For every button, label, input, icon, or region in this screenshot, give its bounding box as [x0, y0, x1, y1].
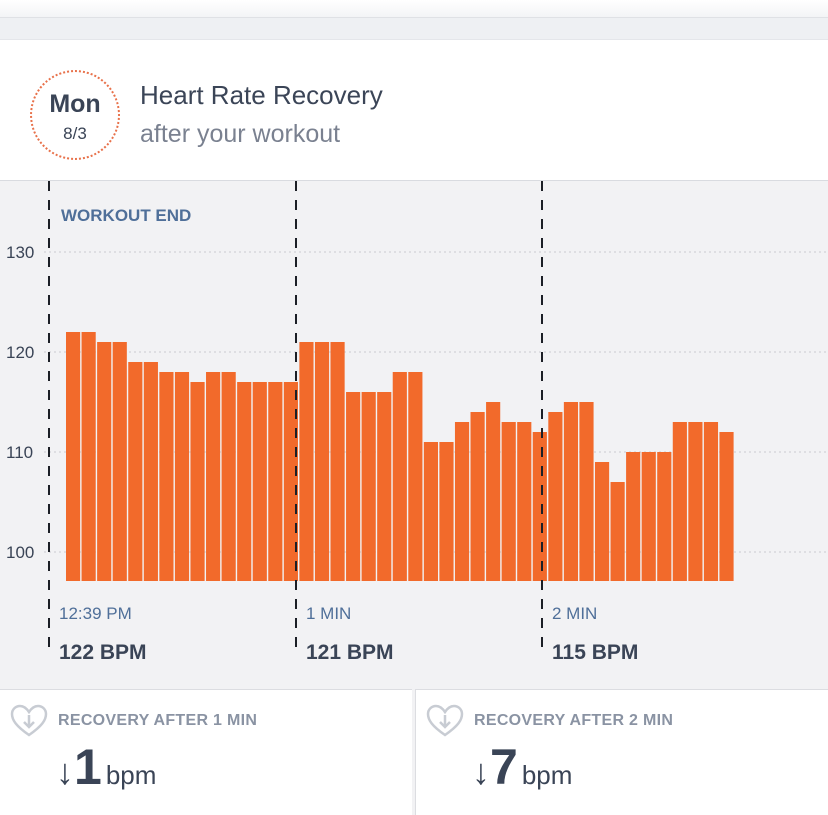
- bar: [143, 362, 158, 581]
- header: Mon 8/3 Heart Rate Recovery after your w…: [0, 40, 828, 181]
- bar: [97, 342, 112, 581]
- bar: [268, 382, 283, 581]
- bar: [283, 382, 298, 581]
- page-title: Heart Rate Recovery: [140, 80, 383, 110]
- bar: [221, 372, 236, 581]
- bar: [159, 372, 174, 581]
- marker-time-label: 12:39 PM: [59, 604, 132, 623]
- bar: [548, 412, 563, 581]
- heart-arrow-icon: [10, 704, 48, 737]
- marker-time-label: 1 MIN: [306, 604, 351, 623]
- bar: [532, 432, 547, 581]
- bar: [206, 372, 221, 581]
- recovery-cards: RECOVERY AFTER 1 MIN ↓1 bpm RECOVERY AFTE…: [0, 689, 828, 815]
- bar: [66, 332, 81, 581]
- down-arrow-icon: ↓: [472, 751, 490, 792]
- bar: [346, 392, 361, 581]
- bar: [174, 372, 190, 581]
- bar: [423, 442, 438, 581]
- bar: [486, 402, 501, 581]
- y-tick-label: 130: [6, 243, 34, 262]
- y-tick-label: 100: [6, 543, 34, 562]
- heart-arrow-icon: [426, 704, 464, 737]
- bar: [657, 452, 672, 581]
- marker-bpm-label: 122 BPM: [59, 641, 147, 664]
- bar: [252, 382, 267, 581]
- bar: [377, 392, 392, 581]
- date-number: 8/3: [63, 124, 87, 143]
- bar: [501, 422, 516, 581]
- bar: [594, 462, 610, 581]
- bar: [610, 482, 625, 581]
- top-strip: [0, 0, 828, 40]
- bar: [299, 342, 314, 581]
- workout-end-label: WORKOUT END: [61, 206, 191, 225]
- card-number: 7: [490, 739, 518, 795]
- y-tick-label: 120: [6, 343, 34, 362]
- chart-area: 100 110 120 130 WORKOUT END 12:39 PM 122 BPM 1 …: [0, 181, 828, 689]
- recovery-card-2min: RECOVERY AFTER 2 MIN ↓7 bpm: [415, 689, 828, 815]
- bar: [563, 402, 579, 581]
- bar: [190, 382, 205, 581]
- bar: [688, 422, 703, 581]
- down-arrow-icon: ↓: [56, 751, 74, 792]
- marker-bpm-label: 121 BPM: [306, 641, 394, 664]
- bar: [392, 372, 407, 581]
- bar: [517, 422, 532, 581]
- bar: [314, 342, 330, 581]
- heart-rate-chart: 100 110 120 130 WORKOUT END 12:39 PM 122 BPM 1 …: [6, 181, 828, 664]
- bar: [81, 332, 96, 581]
- marker-bpm-label: 115 BPM: [552, 641, 638, 664]
- bar: [112, 342, 127, 581]
- bar: [454, 422, 470, 581]
- page-subtitle: after your workout: [140, 120, 341, 148]
- bar: [672, 422, 687, 581]
- card-number: 1: [74, 739, 102, 795]
- bar: [237, 382, 252, 581]
- bar: [626, 452, 641, 581]
- card-label: RECOVERY AFTER 2 MIN: [474, 712, 674, 729]
- bar: [703, 422, 719, 581]
- date-day: Mon: [49, 90, 101, 118]
- card-value: ↓7 bpm: [472, 738, 572, 796]
- bar: [579, 402, 594, 581]
- card-label: RECOVERY AFTER 1 MIN: [58, 712, 258, 729]
- y-tick-label: 110: [6, 443, 33, 462]
- bar: [439, 442, 454, 581]
- card-unit: bpm: [521, 760, 573, 790]
- bar: [361, 392, 376, 581]
- card-value: ↓1 bpm: [56, 738, 156, 796]
- bar: [128, 362, 143, 581]
- bar: [470, 412, 485, 581]
- card-unit: bpm: [105, 760, 157, 790]
- bar: [330, 342, 345, 581]
- bar: [641, 452, 656, 581]
- bar: [408, 372, 423, 581]
- recovery-card-1min: RECOVERY AFTER 1 MIN ↓1 bpm: [0, 689, 412, 815]
- bar: [719, 432, 734, 581]
- date-badge: Mon 8/3: [30, 70, 120, 160]
- marker-time-label: 2 MIN: [552, 604, 597, 623]
